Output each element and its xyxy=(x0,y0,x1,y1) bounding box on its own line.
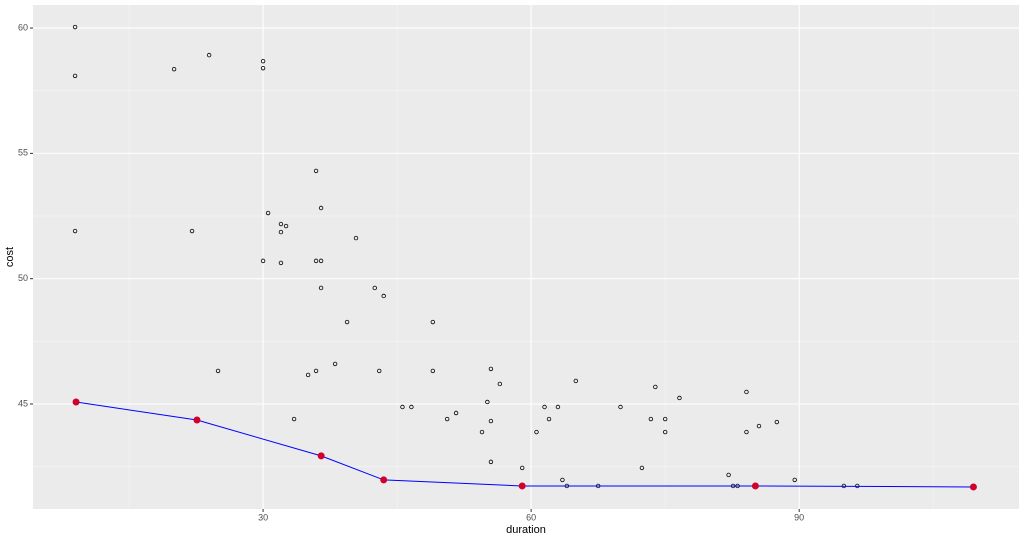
point xyxy=(756,423,762,429)
point xyxy=(534,429,539,435)
point xyxy=(488,366,494,372)
point xyxy=(318,285,324,291)
point xyxy=(305,372,311,378)
point xyxy=(744,429,749,435)
point xyxy=(260,58,266,64)
point xyxy=(206,52,212,58)
y-tick-label: 55 xyxy=(18,148,28,158)
point xyxy=(560,477,565,483)
point xyxy=(726,472,731,478)
point xyxy=(542,404,547,410)
x-axis-title: duration xyxy=(506,524,546,536)
point xyxy=(72,73,78,79)
point xyxy=(381,293,386,299)
point xyxy=(453,410,459,416)
point xyxy=(372,285,377,291)
point xyxy=(774,419,780,425)
point xyxy=(520,465,525,471)
point xyxy=(479,429,485,435)
point xyxy=(332,361,338,367)
plot-panel xyxy=(33,5,1019,509)
point xyxy=(488,459,494,465)
front-point xyxy=(380,476,388,484)
point xyxy=(430,319,436,325)
point xyxy=(278,221,284,227)
point xyxy=(72,228,78,234)
point xyxy=(573,378,579,384)
point xyxy=(792,477,797,483)
y-tick-label: 50 xyxy=(18,273,28,283)
point xyxy=(555,404,561,410)
point xyxy=(639,465,645,471)
point xyxy=(677,395,682,401)
point xyxy=(313,258,319,264)
point xyxy=(278,260,284,266)
point xyxy=(189,228,195,234)
point xyxy=(260,258,266,264)
front-point xyxy=(317,452,325,460)
y-axis-title: cost xyxy=(4,247,16,267)
point xyxy=(485,399,490,405)
y-tick-label: 45 xyxy=(18,398,28,408)
point xyxy=(409,404,414,410)
point xyxy=(653,384,658,390)
point xyxy=(318,258,324,264)
point xyxy=(278,229,284,235)
front-point xyxy=(193,416,201,424)
point xyxy=(283,223,289,229)
point xyxy=(353,235,359,241)
point xyxy=(662,429,668,435)
point xyxy=(377,368,382,374)
point xyxy=(265,210,271,216)
point xyxy=(497,381,503,387)
point xyxy=(744,389,749,395)
point xyxy=(662,416,668,422)
point xyxy=(618,404,623,410)
point xyxy=(648,416,654,422)
point xyxy=(72,24,78,30)
point xyxy=(215,368,221,374)
point xyxy=(260,65,266,71)
point xyxy=(488,418,494,424)
front-point xyxy=(72,398,80,406)
point xyxy=(344,319,350,325)
x-tick-label: 30 xyxy=(258,512,268,522)
point xyxy=(171,66,177,72)
point xyxy=(546,416,552,422)
y-tick-label: 60 xyxy=(18,22,28,32)
front-point xyxy=(518,482,526,490)
front-point xyxy=(751,482,759,490)
front-point xyxy=(969,483,977,491)
point xyxy=(291,416,297,422)
point xyxy=(444,416,450,422)
point xyxy=(313,368,319,374)
point xyxy=(318,205,324,211)
x-tick-label: 60 xyxy=(526,512,536,522)
point xyxy=(430,368,436,374)
point xyxy=(400,404,405,410)
point xyxy=(313,168,319,174)
x-tick-label: 90 xyxy=(794,512,804,522)
